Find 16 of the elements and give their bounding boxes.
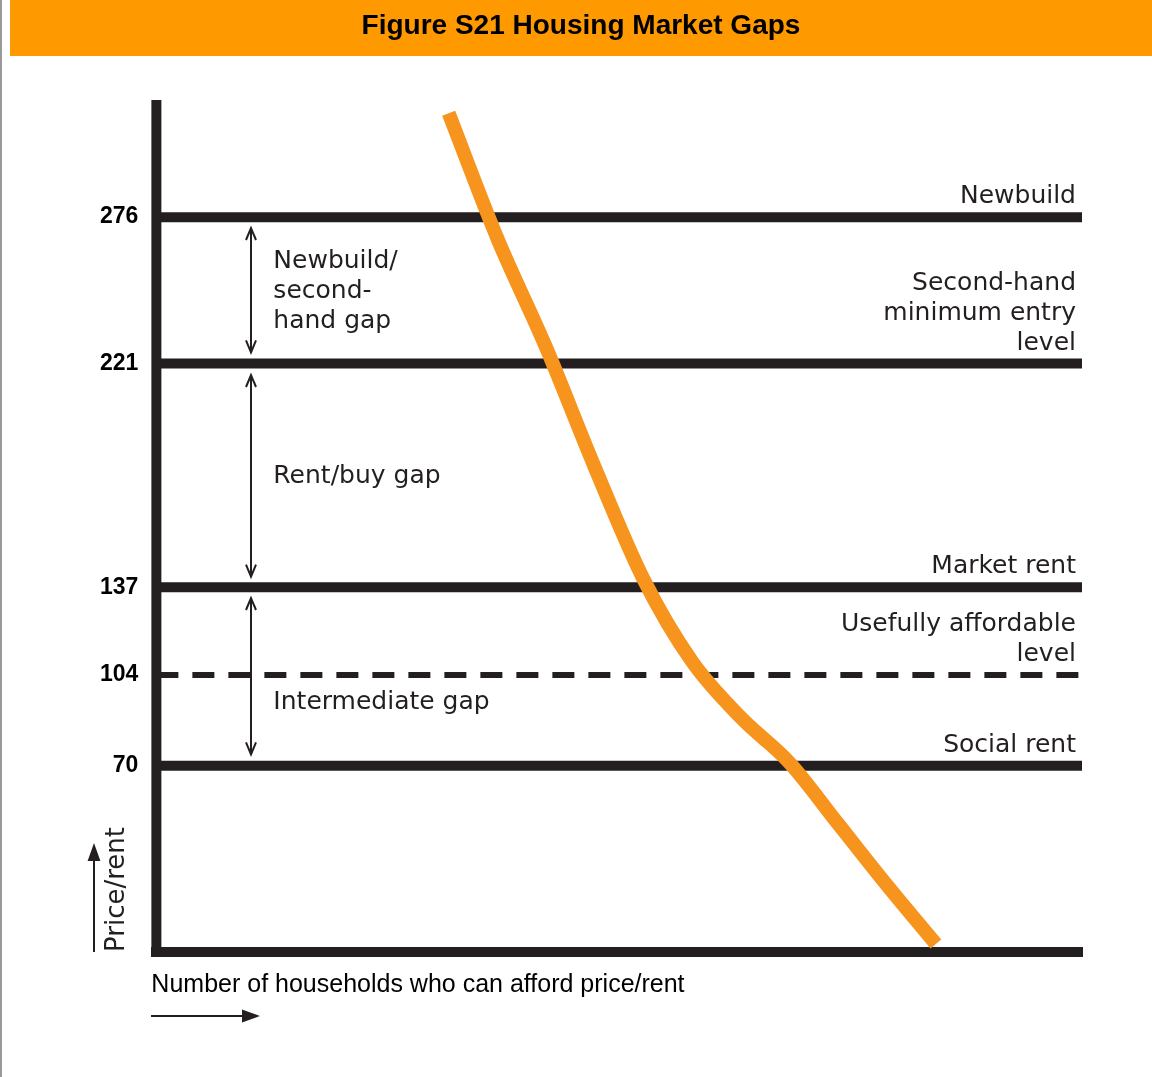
x-axis-title: Number of households who can afford price/rent bbox=[151, 969, 685, 997]
y-tick-label: 276 bbox=[100, 202, 139, 229]
y-tick-label: 70 bbox=[112, 750, 139, 777]
y-axis-title: Price/rent bbox=[100, 827, 131, 952]
chart-title: Figure S21 Housing Market Gaps bbox=[10, 0, 1152, 56]
ref-line-label: Usefully affordable level bbox=[840, 608, 1076, 668]
annotation: Rent/buy gap bbox=[273, 460, 442, 491]
annotation: Newbuild/ second- hand gap bbox=[273, 245, 399, 336]
y-tick-label: 221 bbox=[100, 348, 139, 375]
ref-line-label: Market rent bbox=[931, 550, 1077, 580]
y-tick-label: 137 bbox=[100, 572, 139, 599]
ref-line-label: Social rent bbox=[943, 728, 1077, 758]
annotation: Intermediate gap bbox=[273, 686, 491, 717]
ref-line-label: Newbuild bbox=[959, 180, 1076, 210]
ref-line-label: Second-hand minimum entry level bbox=[883, 266, 1077, 356]
y-tick-label: 104 bbox=[100, 660, 139, 687]
